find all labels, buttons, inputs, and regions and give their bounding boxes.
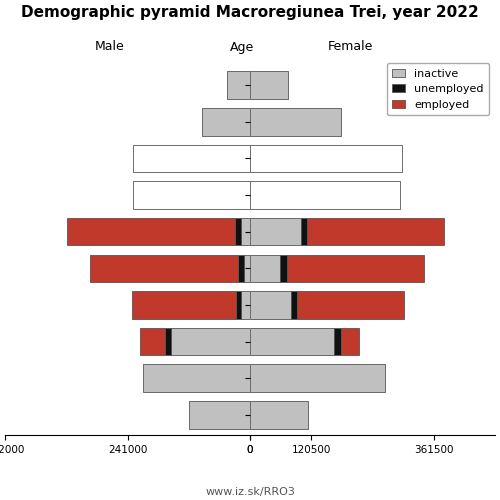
Text: 25: 25 (257, 300, 271, 310)
Text: 55: 55 (257, 190, 271, 200)
Bar (202, 108, 250, 136)
Bar (189, 401, 250, 428)
Text: Demographic pyramid Macroregiunea Trei, year 2022: Demographic pyramid Macroregiunea Trei, … (21, 5, 479, 20)
Bar (235, 218, 241, 246)
Legend: inactive, unemployed, employed: inactive, unemployed, employed (386, 63, 490, 116)
Bar (241, 291, 250, 318)
Bar (241, 218, 250, 246)
Bar (236, 291, 241, 318)
Bar (290, 291, 297, 318)
Text: 45: 45 (257, 226, 271, 236)
Bar (250, 328, 334, 355)
Bar (342, 328, 359, 355)
Bar (301, 218, 307, 246)
Bar (250, 182, 400, 209)
Bar (133, 182, 250, 209)
Text: 65: 65 (257, 154, 271, 164)
Text: 35: 35 (257, 264, 271, 274)
Bar (334, 328, 342, 355)
Text: 0: 0 (257, 410, 264, 420)
Bar (144, 364, 250, 392)
Bar (280, 254, 286, 282)
Bar (250, 291, 290, 318)
Text: 75: 75 (257, 117, 271, 127)
Bar (250, 108, 342, 136)
Bar (297, 291, 404, 318)
Bar (133, 144, 250, 172)
Text: 85: 85 (257, 80, 271, 90)
Bar (250, 72, 288, 99)
Bar (67, 218, 235, 246)
Text: Male: Male (95, 40, 125, 54)
Text: Female: Female (328, 40, 372, 54)
Bar (165, 328, 171, 355)
Bar (244, 254, 250, 282)
Bar (171, 328, 250, 355)
Bar (238, 254, 244, 282)
Bar (90, 254, 238, 282)
Text: Age: Age (230, 40, 254, 54)
Text: 15: 15 (257, 336, 271, 346)
Bar (250, 254, 280, 282)
Bar (307, 218, 444, 246)
Bar (286, 254, 424, 282)
Bar (250, 364, 384, 392)
Text: www.iz.sk/RRO3: www.iz.sk/RRO3 (205, 488, 295, 498)
Bar (250, 218, 301, 246)
Text: 5: 5 (257, 373, 264, 383)
Bar (140, 328, 165, 355)
Bar (227, 72, 250, 99)
Bar (250, 401, 308, 428)
Bar (250, 144, 402, 172)
Bar (132, 291, 236, 318)
